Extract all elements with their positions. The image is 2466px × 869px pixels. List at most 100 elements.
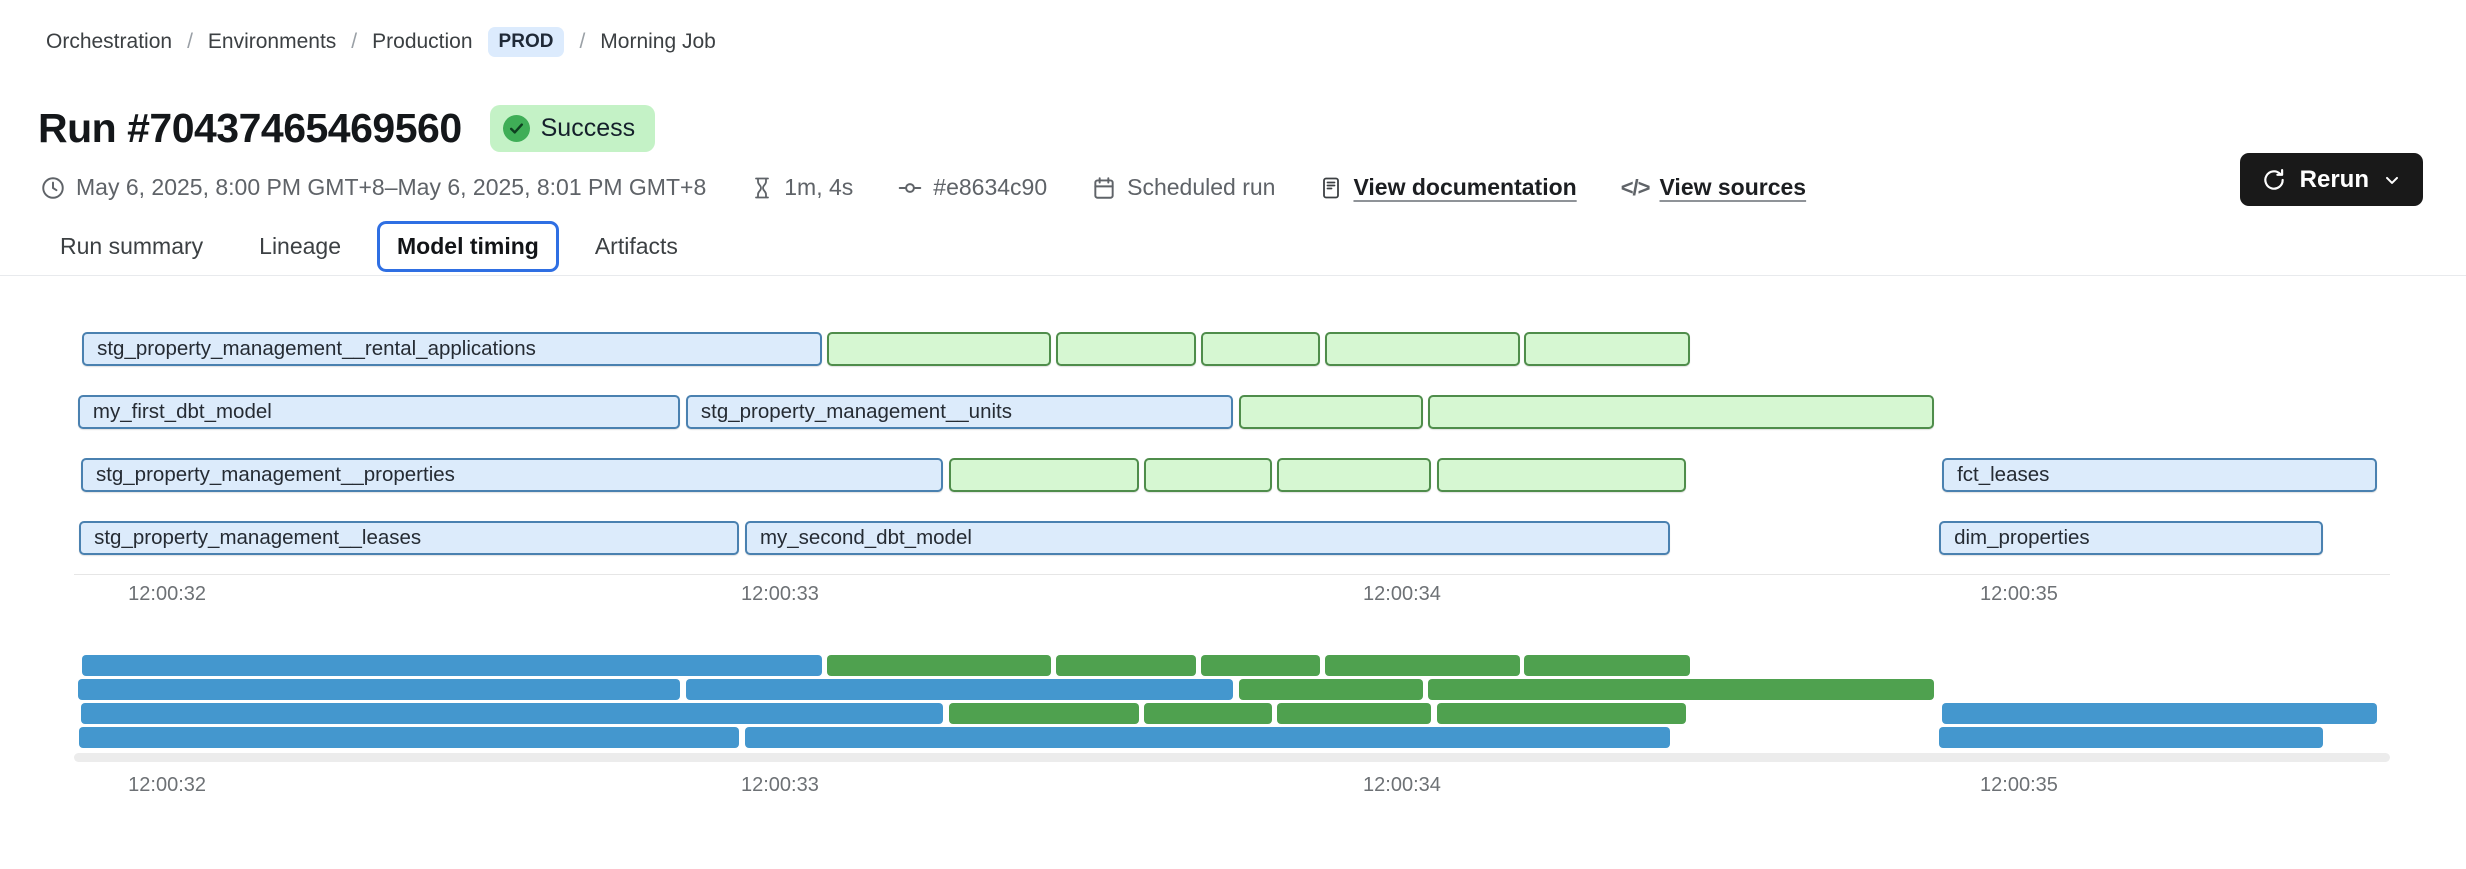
document-icon [1319, 175, 1343, 201]
run-time-range: May 6, 2025, 8:00 PM GMT+8–May 6, 2025, … [40, 174, 706, 201]
overview-bar[interactable] [826, 655, 1051, 676]
model-timing-panel: stg_property_management__rental_applicat… [74, 332, 2390, 800]
refresh-icon [2261, 167, 2287, 193]
gantt-row: stg_property_management__rental_applicat… [74, 332, 2390, 366]
environment-badge: PROD [487, 27, 565, 57]
rerun-button[interactable]: Rerun [2239, 153, 2423, 206]
overview-bar[interactable] [82, 655, 823, 676]
overview-bar[interactable] [1939, 727, 2324, 748]
overview-scrollbar[interactable] [74, 753, 2390, 762]
overview-bar[interactable] [1427, 679, 1934, 700]
axis-tick-label: 12:00:32 [128, 774, 207, 796]
overview-bar[interactable] [77, 679, 680, 700]
overview-bar[interactable] [80, 703, 943, 724]
axis-tick-label: 12:00:33 [740, 774, 819, 796]
status-badge: Success [489, 104, 656, 152]
page-title: Run #70437465469560 [38, 104, 462, 151]
breadcrumb-morning-job: Morning Job [600, 30, 716, 53]
clock-icon [40, 175, 66, 201]
overview-chart [74, 655, 2390, 748]
view-sources-link[interactable]: </> View sources [1621, 174, 1806, 201]
dbt-run-page: Orchestration / Environments / Productio… [0, 27, 2466, 869]
run-commit: #e8634c90 [897, 174, 1047, 201]
overview-bar[interactable] [744, 727, 1670, 748]
overview-bar[interactable] [1055, 655, 1196, 676]
overview-row [74, 727, 2390, 748]
calendar-icon [1091, 175, 1117, 201]
model-bar[interactable] [1276, 458, 1431, 492]
tab-lineage[interactable]: Lineage [259, 233, 342, 259]
overview-time-axis: 12:00:32 12:00:33 12:00:34 12:00:35 [74, 774, 2390, 800]
run-duration: 1m, 4s [750, 174, 853, 201]
overview-row [74, 703, 2390, 724]
overview-bar[interactable] [1143, 703, 1273, 724]
model-bar[interactable] [1427, 395, 1934, 429]
breadcrumb: Orchestration / Environments / Productio… [46, 27, 2466, 57]
model-bar[interactable] [1200, 332, 1320, 366]
duration-text: 1m, 4s [784, 174, 854, 200]
tab-artifacts[interactable]: Artifacts [594, 233, 678, 259]
model-bar-label: fct_leases [1957, 463, 2050, 486]
model-bar[interactable]: stg_property_management__leases [79, 521, 740, 555]
overview-bar[interactable] [1325, 655, 1521, 676]
breadcrumb-separator: / [351, 30, 358, 53]
overview-bar[interactable] [948, 703, 1139, 724]
view-documentation-label: View documentation [1353, 174, 1577, 200]
model-bar[interactable]: stg_property_management__units [685, 395, 1233, 429]
axis-tick-label: 12:00:35 [1980, 774, 2058, 796]
gantt-row: my_first_dbt_model stg_property_managemen… [74, 395, 2390, 429]
model-bar-label: stg_property_management__units [700, 400, 1012, 423]
view-sources-label: View sources [1659, 174, 1807, 200]
breadcrumb-separator: / [579, 30, 586, 53]
model-bar-label: stg_property_management__rental_applicat… [97, 337, 536, 360]
breadcrumb-production[interactable]: Production [372, 30, 473, 53]
model-timing-chart: stg_property_management__rental_applicat… [74, 332, 2390, 575]
overview-bar[interactable] [79, 727, 740, 748]
model-bar[interactable]: dim_properties [1939, 521, 2324, 555]
run-meta: May 6, 2025, 8:00 PM GMT+8–May 6, 2025, … [40, 174, 2466, 201]
model-bar[interactable] [826, 332, 1051, 366]
title-row: Run #70437465469560 Success [38, 99, 2466, 157]
chevron-down-icon [2382, 170, 2402, 190]
status-label: Success [540, 113, 636, 142]
overview-bar[interactable] [1276, 703, 1431, 724]
tab-run-summary[interactable]: Run summary [60, 233, 204, 259]
overview-row [74, 655, 2390, 676]
model-bar[interactable] [1524, 332, 1691, 366]
time-axis: 12:00:32 12:00:33 12:00:34 12:00:35 [74, 583, 2390, 609]
model-bar[interactable] [1143, 458, 1273, 492]
axis-tick-label: 12:00:32 [128, 583, 207, 605]
breadcrumb-orchestration[interactable]: Orchestration [46, 30, 173, 53]
model-bar-label: stg_property_management__leases [94, 526, 422, 549]
overview-bar[interactable] [1524, 655, 1691, 676]
model-bar[interactable]: my_first_dbt_model [77, 395, 680, 429]
breadcrumb-environments[interactable]: Environments [207, 30, 337, 53]
model-bar[interactable] [948, 458, 1139, 492]
overview-bar[interactable] [1942, 703, 2378, 724]
view-documentation-link[interactable]: View documentation [1319, 174, 1577, 201]
trigger-text: Scheduled run [1127, 174, 1276, 200]
gantt-row: stg_property_management__leases my_second… [74, 521, 2390, 555]
tab-bar: Run summary Lineage Model timing Artifac… [0, 221, 2466, 276]
model-bar[interactable] [1436, 458, 1686, 492]
model-bar[interactable] [1325, 332, 1521, 366]
tab-model-timing[interactable]: Model timing [377, 221, 559, 272]
overview-row [74, 679, 2390, 700]
model-bar[interactable]: fct_leases [1942, 458, 2378, 492]
hourglass-icon [750, 175, 774, 201]
model-bar[interactable]: stg_property_management__rental_applicat… [82, 332, 823, 366]
overview-bar[interactable] [1200, 655, 1320, 676]
time-range-text: May 6, 2025, 8:00 PM GMT+8–May 6, 2025, … [76, 174, 707, 200]
commit-text: #e8634c90 [933, 174, 1048, 200]
overview-bar[interactable] [685, 679, 1233, 700]
success-check-icon [502, 114, 530, 142]
overview-bar[interactable] [1238, 679, 1423, 700]
rerun-label: Rerun [2299, 165, 2369, 193]
run-trigger: Scheduled run [1091, 174, 1275, 201]
model-bar[interactable] [1238, 395, 1423, 429]
model-bar-label: my_second_dbt_model [759, 526, 972, 549]
model-bar[interactable]: my_second_dbt_model [744, 521, 1670, 555]
overview-bar[interactable] [1436, 703, 1686, 724]
model-bar[interactable] [1055, 332, 1196, 366]
model-bar[interactable]: stg_property_management__properties [80, 458, 943, 492]
